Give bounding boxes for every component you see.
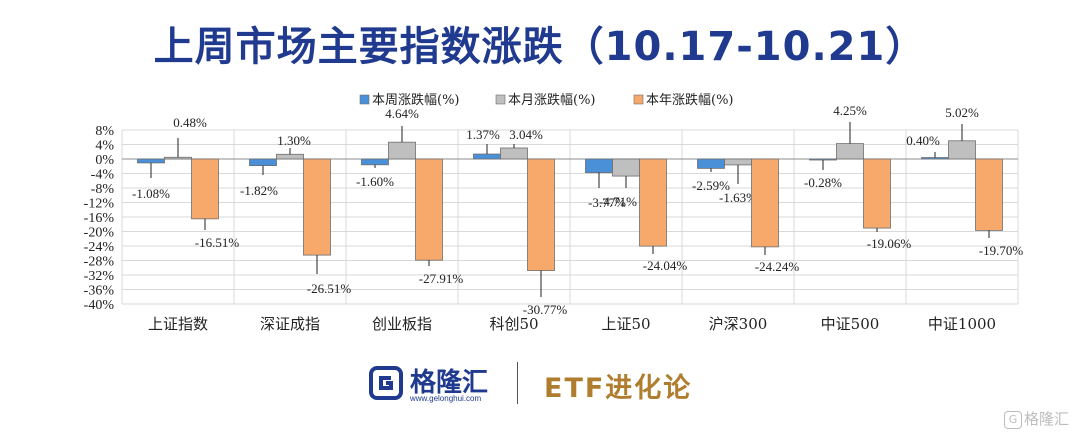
y-tick-label: -4%: [91, 168, 115, 183]
bar: [388, 141, 416, 160]
y-tick-label: -32%: [84, 269, 115, 284]
bar: [836, 143, 864, 160]
bar: [361, 158, 389, 166]
bar: [751, 158, 779, 248]
legend-label: 本月涨跌幅(%): [508, 92, 596, 108]
bar: [164, 156, 192, 160]
data-label: 5.02%: [945, 105, 979, 120]
data-label: -24.24%: [755, 259, 800, 274]
bar: [276, 153, 304, 160]
y-tick-label: 8%: [95, 124, 114, 139]
bar: [975, 158, 1003, 231]
data-label: 0.48%: [173, 115, 207, 130]
legend-swatch: [495, 94, 506, 105]
data-label: -1.60%: [356, 174, 394, 189]
bar: [612, 158, 640, 177]
bar: [415, 158, 443, 261]
x-tick-label: 上证指数: [148, 315, 208, 333]
bar: [191, 158, 219, 220]
bar: [249, 158, 277, 166]
data-label: -1.82%: [240, 183, 278, 198]
bar: [473, 153, 501, 160]
legend-swatch: [633, 94, 644, 105]
data-label: 4.25%: [833, 103, 867, 118]
etf-brand: ETF进化论: [544, 373, 693, 404]
bar: [500, 147, 528, 160]
data-label: 4.64%: [385, 106, 419, 121]
gelonghui-logo-icon: [369, 366, 403, 400]
y-tick-label: -12%: [84, 197, 115, 212]
data-label: 1.37%: [466, 127, 500, 142]
data-label: -24.04%: [643, 258, 688, 273]
bar: [303, 158, 331, 256]
data-label: 0.40%: [906, 133, 940, 148]
x-tick-label: 沪深300: [709, 315, 768, 333]
brand-name: 格隆汇: [410, 368, 489, 398]
x-tick-label: 科创50: [489, 315, 538, 333]
y-tick-label: -16%: [84, 211, 115, 226]
bar: [809, 158, 837, 161]
y-tick-label: -36%: [84, 284, 115, 299]
y-tick-label: -8%: [91, 182, 115, 197]
legend-label: 本周涨跌幅(%): [372, 92, 460, 108]
data-label: -16.51%: [195, 235, 240, 250]
data-label: -26.51%: [307, 281, 352, 296]
legend-label: 本年涨跌幅(%): [646, 92, 734, 108]
bar: [863, 158, 891, 229]
data-label: -19.06%: [867, 236, 912, 251]
data-label: -30.77%: [523, 302, 568, 317]
watermark-icon: G: [1004, 410, 1022, 429]
chart-title: 上周市场主要指数涨跌（10.17-10.21）: [153, 24, 927, 70]
watermark: G 格隆汇: [1004, 408, 1069, 429]
data-label: 3.04%: [509, 127, 543, 142]
data-label: -3.77%: [588, 195, 626, 210]
bar: [639, 158, 667, 247]
x-tick-label: 上证50: [601, 315, 650, 333]
data-label: -27.91%: [419, 271, 464, 286]
bar: [527, 158, 555, 271]
footer-divider: [517, 362, 518, 404]
bar: [137, 158, 165, 164]
bar: [948, 140, 976, 160]
bar: [724, 158, 752, 166]
data-label: -19.70%: [979, 243, 1024, 258]
y-tick-label: 0%: [95, 153, 114, 168]
data-label: 1.30%: [277, 133, 311, 148]
x-tick-label: 中证1000: [928, 315, 996, 333]
data-label: -1.63%: [719, 190, 757, 205]
y-tick-label: -24%: [84, 240, 115, 255]
bar: [585, 158, 613, 174]
bar: [697, 158, 725, 169]
data-label: -4.71%: [599, 194, 637, 209]
watermark-text: 格隆汇: [1024, 410, 1070, 428]
bar: [921, 157, 949, 160]
data-label: -1.08%: [132, 186, 170, 201]
y-tick-label: -28%: [84, 255, 115, 270]
data-label: -2.59%: [692, 178, 730, 193]
legend-swatch: [359, 94, 370, 105]
x-tick-label: 中证500: [821, 315, 880, 333]
y-tick-label: 4%: [95, 139, 114, 154]
x-tick-label: 创业板指: [372, 315, 432, 333]
y-tick-label: -20%: [84, 226, 115, 241]
y-tick-label: -40%: [84, 298, 115, 313]
data-label: -0.28%: [804, 175, 842, 190]
x-tick-label: 深证成指: [260, 315, 320, 333]
brand-url: www.gelonghui.com: [410, 394, 482, 403]
